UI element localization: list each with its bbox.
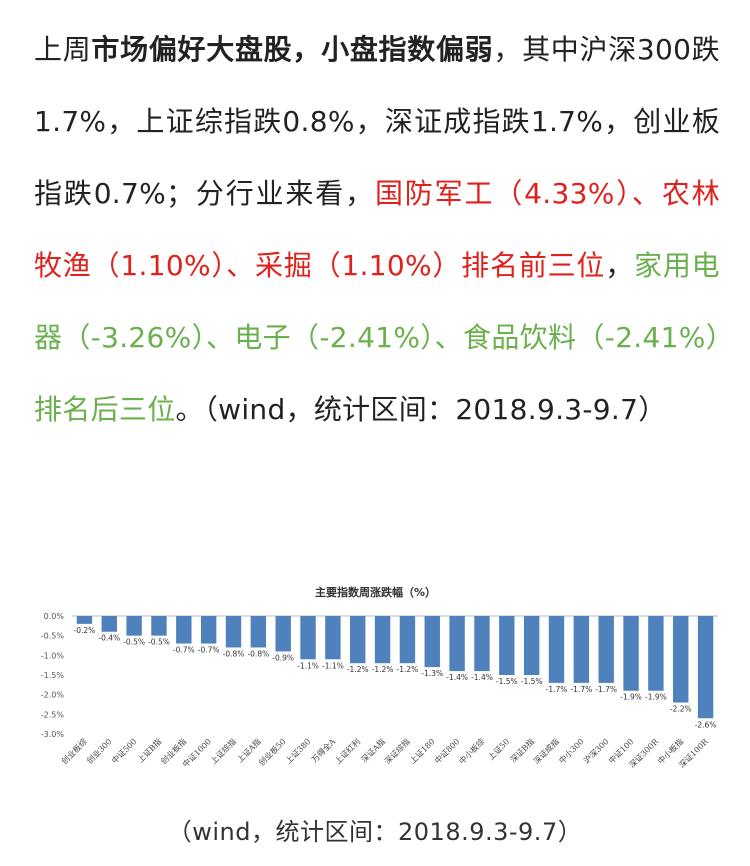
data-label: -1.5% — [521, 677, 543, 686]
bar — [126, 616, 142, 636]
category-label: 上证180 — [408, 737, 436, 765]
category-label: 中小板综 — [457, 736, 487, 766]
data-label: -2.2% — [670, 705, 692, 714]
bar — [573, 616, 590, 683]
category-label: 创业300 — [84, 736, 113, 765]
y-tick-label: -1.0% — [41, 651, 65, 660]
data-label: -0.2% — [74, 626, 96, 635]
y-tick-label: 0.0% — [44, 612, 65, 621]
bar — [648, 616, 664, 691]
bar — [300, 616, 316, 660]
y-tick-label: -2.0% — [41, 691, 65, 700]
summary-paragraph: 上周市场偏好大盘股，小盘指数偏弱，其中沪深300跌1.7%，上证综指跌0.8%，… — [34, 14, 720, 446]
bar — [350, 616, 366, 664]
index-weekly-change-chart: 主要指数周涨跌幅（%） 0.0% -0.5% -1.0% -1.5% -2.0% -2.5… — [28, 580, 723, 780]
category-label: 中证500 — [109, 736, 138, 765]
bar — [424, 616, 440, 668]
bar — [225, 616, 242, 648]
y-tick-label: -0.5% — [41, 632, 65, 641]
data-label: -1.2% — [347, 665, 369, 674]
text-segment: ， — [605, 249, 635, 282]
category-label: 沪深300 — [581, 736, 610, 765]
data-label: -0.8% — [247, 649, 269, 658]
data-label: -1.1% — [322, 661, 344, 670]
data-label: -0.9% — [272, 653, 294, 662]
data-label: -0.4% — [98, 634, 120, 643]
bar — [548, 616, 565, 683]
category-label: 中小300 — [557, 736, 586, 765]
data-label: -1.7% — [570, 685, 592, 694]
text-segment: 。（wind，统计区间：2018.9.3-9.7） — [175, 393, 667, 426]
data-label: -1.5% — [496, 677, 518, 686]
bar — [325, 616, 341, 660]
data-label: -0.5% — [148, 638, 170, 647]
bar — [598, 616, 614, 683]
data-label: -0.7% — [198, 646, 220, 655]
data-label: -2.6% — [695, 720, 717, 729]
bar — [523, 616, 540, 675]
category-label: 上证红利 — [332, 736, 362, 766]
bar — [275, 616, 291, 652]
text-segment: ，其中沪深300跌1.7%，上证综指跌0.8%，深证成指跌1.7%，创业板指跌0… — [34, 33, 720, 210]
bar — [151, 616, 167, 636]
category-label: 创业板50 — [256, 736, 287, 767]
bar — [250, 616, 267, 648]
data-label: -1.1% — [297, 661, 319, 670]
bar — [101, 616, 117, 632]
data-label: -1.4% — [471, 673, 493, 682]
data-label: -0.5% — [123, 638, 145, 647]
source-caption: （wind，统计区间：2018.9.3-9.7） — [167, 818, 583, 846]
y-tick-label: -2.5% — [41, 710, 65, 719]
chart-title: 主要指数周涨跌幅（%） — [314, 586, 437, 599]
data-label: -1.9% — [645, 693, 667, 702]
top-industries-highlight: 国防军工（4.33%）、农林牧渔（1.10%）、采掘（1.10%）排名前三位 — [34, 177, 720, 282]
bold-highlight: 市场偏好大盘股，小盘指数偏弱 — [91, 33, 494, 66]
y-tick-label: -1.5% — [41, 671, 65, 680]
data-label: -0.7% — [173, 646, 195, 655]
bar — [176, 616, 192, 644]
bar — [449, 616, 465, 672]
bottom-industries-highlight: 家用电器（-3.26%）、电子（-2.41%）、食品饮料（-2.41%）排名后三… — [34, 249, 720, 426]
bar — [474, 616, 490, 672]
data-label: -1.2% — [397, 665, 419, 674]
bar — [200, 616, 217, 644]
bar — [697, 616, 714, 719]
data-label: -1.3% — [421, 669, 443, 678]
bar — [499, 616, 515, 675]
category-label: 创业板综 — [59, 736, 89, 766]
y-tick-label: -3.0% — [41, 730, 65, 739]
data-label: -0.8% — [223, 649, 245, 658]
category-label: 中证800 — [432, 736, 461, 765]
data-label: -1.7% — [595, 685, 617, 694]
data-label: -1.7% — [546, 685, 568, 694]
bar — [623, 616, 639, 691]
bar — [399, 616, 416, 664]
bar — [76, 616, 93, 624]
category-label: 深证综指 — [382, 736, 412, 766]
data-label: -1.9% — [620, 693, 642, 702]
category-label: 上证综指 — [208, 736, 238, 766]
text-segment: 上周 — [34, 33, 92, 66]
chart-svg: 0.0% -0.5% -1.0% -1.5% -2.0% -2.5% -3.0% -0.2% 创… — [41, 612, 718, 770]
data-label: -1.4% — [446, 673, 468, 682]
category-label: 深证成指 — [531, 736, 561, 766]
category-label: 上证380 — [284, 737, 312, 765]
bar — [673, 616, 689, 703]
data-label: -1.2% — [372, 665, 394, 674]
bar — [374, 616, 391, 664]
